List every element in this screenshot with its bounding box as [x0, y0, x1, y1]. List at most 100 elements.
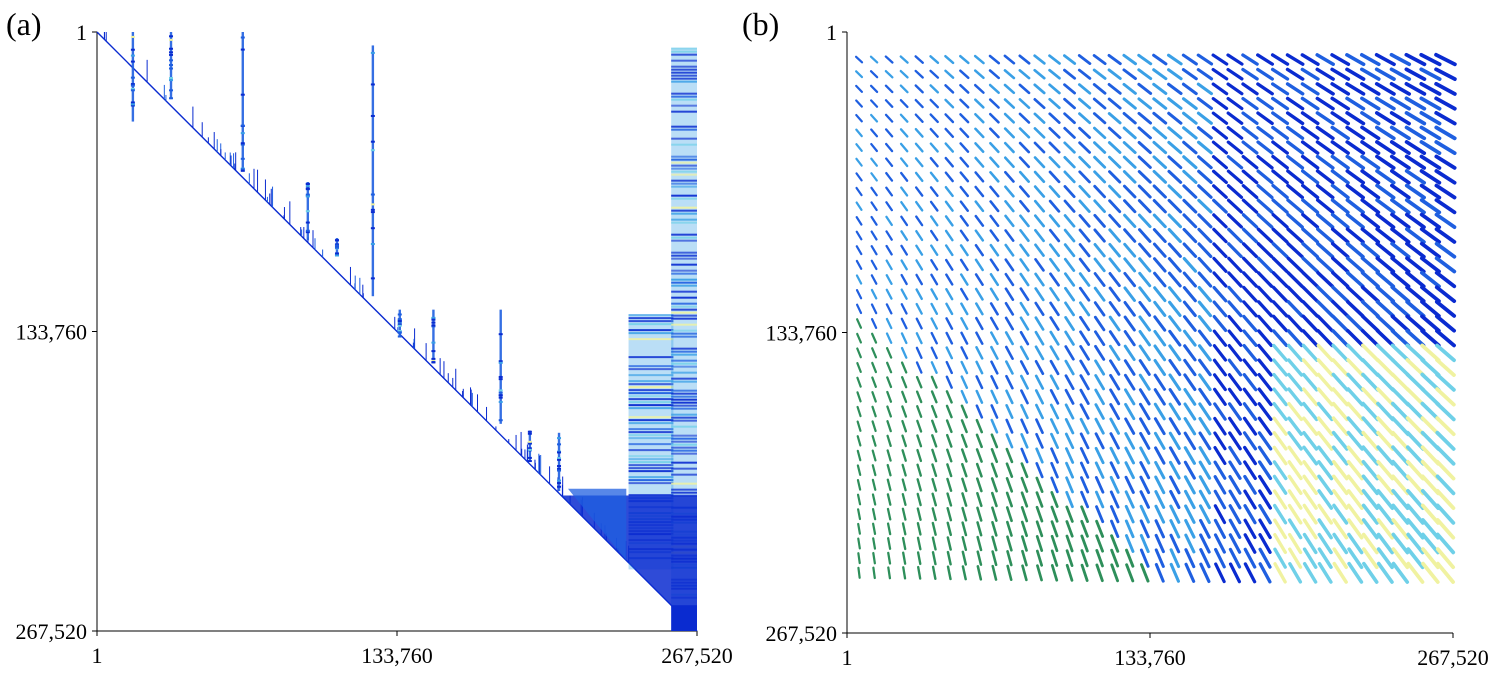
matrix-block — [1018, 54, 1031, 65]
matrix-block — [1107, 53, 1122, 66]
matrix-block — [1435, 358, 1456, 377]
matrix-block — [1077, 83, 1092, 95]
matrix-block — [1152, 126, 1168, 140]
matrix-block — [1420, 503, 1440, 525]
dense-row-strip — [671, 143, 697, 146]
spike-dot — [240, 143, 245, 146]
matrix-block — [857, 537, 861, 550]
matrix-block — [1182, 184, 1198, 199]
matrix-block — [1331, 387, 1349, 407]
matrix-block — [1034, 272, 1045, 287]
matrix-block — [1419, 52, 1442, 67]
dense-row-strip — [671, 161, 697, 164]
matrix-block — [1227, 402, 1242, 421]
matrix-block — [1153, 329, 1167, 347]
matrix-block — [1033, 127, 1046, 139]
matrix-block — [885, 171, 894, 182]
dense-row-strip — [671, 281, 697, 284]
matrix-block — [1078, 126, 1092, 139]
matrix-block — [961, 492, 968, 507]
matrix-block — [1300, 154, 1320, 170]
matrix-block — [1331, 300, 1350, 318]
dense-row-strip — [671, 335, 697, 338]
matrix-block — [1331, 416, 1349, 436]
matrix-block — [1048, 156, 1061, 169]
matrix-block — [901, 536, 907, 551]
matrix-block — [1435, 547, 1456, 570]
matrix-block — [1005, 462, 1014, 478]
spike-dot — [130, 35, 135, 38]
matrix-block — [990, 389, 999, 405]
matrix-block — [1198, 475, 1212, 495]
matrix-block — [929, 98, 940, 109]
matrix-block — [855, 84, 864, 93]
matrix-block — [1005, 491, 1013, 508]
matrix-block — [1405, 358, 1426, 377]
matrix-block — [1242, 329, 1258, 347]
matrix-block — [1152, 53, 1168, 66]
dense-row-strip — [671, 443, 697, 446]
matrix-block — [961, 536, 968, 551]
matrix-block — [1049, 374, 1060, 390]
matrix-block — [1347, 503, 1364, 525]
matrix-block — [1211, 140, 1229, 155]
matrix-block — [1035, 491, 1044, 508]
matrix-block — [1169, 533, 1181, 554]
dense-row-strip — [671, 434, 697, 437]
matrix-block — [1077, 54, 1092, 65]
matrix-block — [854, 55, 864, 64]
matrix-block — [974, 171, 985, 183]
matrix-block — [1302, 430, 1319, 451]
matrix-block — [1389, 140, 1411, 155]
matrix-block — [1376, 489, 1395, 510]
matrix-block — [1434, 241, 1457, 259]
matrix-block — [1301, 169, 1320, 185]
matrix-block — [855, 172, 863, 182]
matrix-block — [1288, 562, 1303, 584]
dense-row-strip — [628, 467, 674, 470]
matrix-block — [1137, 213, 1152, 229]
matrix-block — [1287, 431, 1303, 451]
matrix-block — [1346, 416, 1364, 437]
matrix-block — [871, 478, 877, 491]
matrix-block — [1004, 287, 1015, 301]
matrix-block — [1050, 549, 1059, 567]
matrix-block — [1138, 286, 1152, 303]
matrix-block — [1167, 213, 1183, 229]
matrix-block — [1301, 256, 1319, 274]
matrix-block — [1094, 374, 1105, 391]
dense-row-strip — [671, 80, 697, 83]
matrix-block — [1316, 329, 1334, 348]
spike-dot — [557, 443, 562, 446]
matrix-block — [1404, 212, 1426, 229]
matrix-block — [1050, 447, 1059, 464]
matrix-block — [989, 272, 1000, 287]
matrix-block — [1286, 140, 1305, 155]
matrix-block — [1198, 489, 1211, 510]
matrix-block — [1004, 170, 1015, 183]
matrix-block — [974, 287, 984, 301]
matrix-block — [944, 142, 955, 153]
matrix-block — [1197, 286, 1213, 303]
matrix-block — [916, 419, 923, 433]
matrix-block — [1404, 154, 1427, 170]
matrix-block — [990, 462, 998, 478]
matrix-block — [1153, 388, 1166, 406]
matrix-block — [1109, 388, 1121, 406]
dense-row-strip — [671, 314, 697, 317]
matrix-block — [1049, 287, 1060, 302]
matrix-block — [857, 508, 862, 521]
matrix-block — [1286, 314, 1304, 333]
matrix-block — [1405, 372, 1426, 392]
matrix-block — [1317, 532, 1333, 555]
matrix-block — [1108, 301, 1121, 317]
matrix-block — [1183, 358, 1197, 377]
matrix-block — [959, 127, 970, 139]
matrix-block — [1063, 170, 1076, 184]
matrix-block — [1332, 532, 1349, 555]
matrix-block — [945, 317, 954, 330]
matrix-block — [1256, 271, 1274, 288]
matrix-block — [1434, 154, 1457, 170]
matrix-block — [1065, 476, 1074, 494]
matrix-block — [1078, 170, 1091, 184]
